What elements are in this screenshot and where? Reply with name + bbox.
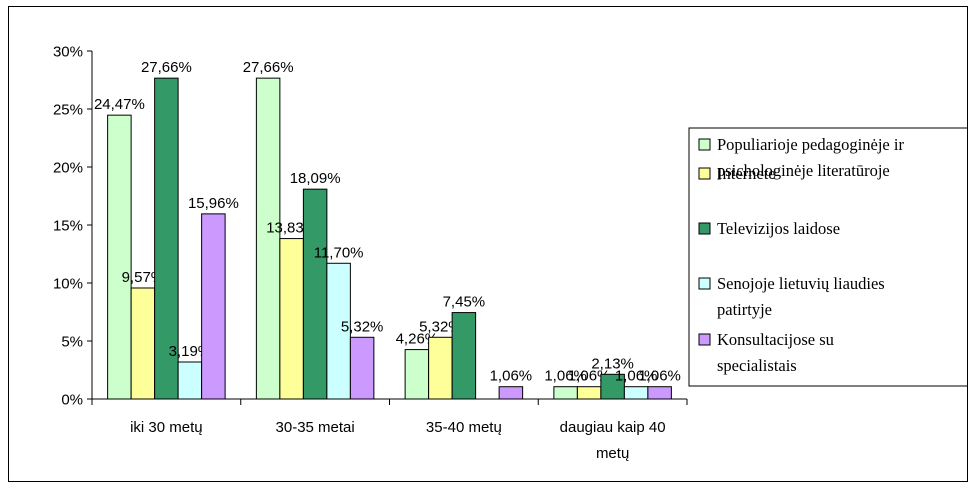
data-label: 15,96% <box>188 195 239 212</box>
y-tick-label: 30% <box>53 44 83 61</box>
legend-entry-label: patirtyje <box>717 300 772 319</box>
y-tick-label: 0% <box>61 392 83 409</box>
chart-frame: 0% 5% 10% 15% 20% 25% 30% iki 30 metų 30-35 meta… <box>8 6 968 482</box>
legend-entry-label: Internete <box>717 164 776 183</box>
bar <box>498 386 524 400</box>
bar <box>302 188 328 400</box>
data-label: 4,26% <box>396 331 439 348</box>
bar <box>107 114 132 400</box>
data-label: 2,13% <box>591 355 634 372</box>
data-label: 9,57% <box>122 269 165 286</box>
data-label: 5,32% <box>341 318 384 335</box>
bar <box>553 386 578 400</box>
legend-entry-label: specialistais <box>717 356 797 375</box>
bar <box>428 336 453 400</box>
bar <box>451 312 477 400</box>
legend-box <box>688 127 967 387</box>
data-label: 27,66% <box>243 59 294 76</box>
data-label: 1,06% <box>490 368 533 385</box>
x-category-label: iki 30 metų <box>130 419 203 436</box>
bar <box>576 386 602 400</box>
bar <box>326 262 351 400</box>
legend-entry-label: Konsultacijose su <box>717 330 834 349</box>
legend-swatch <box>698 138 711 151</box>
data-label: 18,09% <box>290 170 341 187</box>
legend-entry-label: Senojoje lietuvių liaudies <box>717 274 885 293</box>
legend-swatch <box>698 167 711 180</box>
data-label: 24,47% <box>94 96 145 113</box>
bar <box>201 213 226 400</box>
legend-entry-label: Televizijos laidose <box>717 219 840 238</box>
data-label: 5,32% <box>419 318 462 335</box>
bar <box>647 386 672 400</box>
bar <box>279 238 304 400</box>
data-label: 7,45% <box>443 294 486 311</box>
bar <box>177 361 203 400</box>
bar <box>255 77 281 400</box>
y-tick-label: 20% <box>53 160 83 177</box>
legend-swatch <box>698 333 711 346</box>
data-label: 1,06% <box>615 368 658 385</box>
bar <box>404 349 430 400</box>
data-label: 1,06% <box>638 368 681 385</box>
y-tick-label: 10% <box>53 276 83 293</box>
bar <box>623 386 649 400</box>
data-label: 1,06% <box>544 368 587 385</box>
x-category-label: 30-35 metai <box>276 419 355 436</box>
x-category-label: metų <box>596 445 629 462</box>
bar <box>349 336 375 400</box>
y-tick-label: 25% <box>53 102 83 119</box>
legend-entry-label: Populiarioje pedagoginėje ir <box>717 135 904 154</box>
bar <box>130 287 156 400</box>
x-category-label: 35-40 metų <box>426 419 502 436</box>
data-label: 11,70% <box>314 244 364 261</box>
data-label: 27,66% <box>141 59 192 76</box>
y-tick-label: 15% <box>53 218 83 235</box>
legend-entry-label: psichologinėje literatūroje <box>717 161 890 180</box>
bar <box>154 77 179 400</box>
data-label: 3,19% <box>169 343 212 360</box>
bar-chart: 0% 5% 10% 15% 20% 25% 30% iki 30 metų 30-35 meta… <box>53 44 967 462</box>
y-tick-label: 5% <box>61 334 83 351</box>
legend-swatch <box>698 222 711 235</box>
data-label: 1,06% <box>568 368 611 385</box>
legend-swatch <box>698 277 711 290</box>
x-category-label: daugiau kaip 40 <box>560 419 666 436</box>
